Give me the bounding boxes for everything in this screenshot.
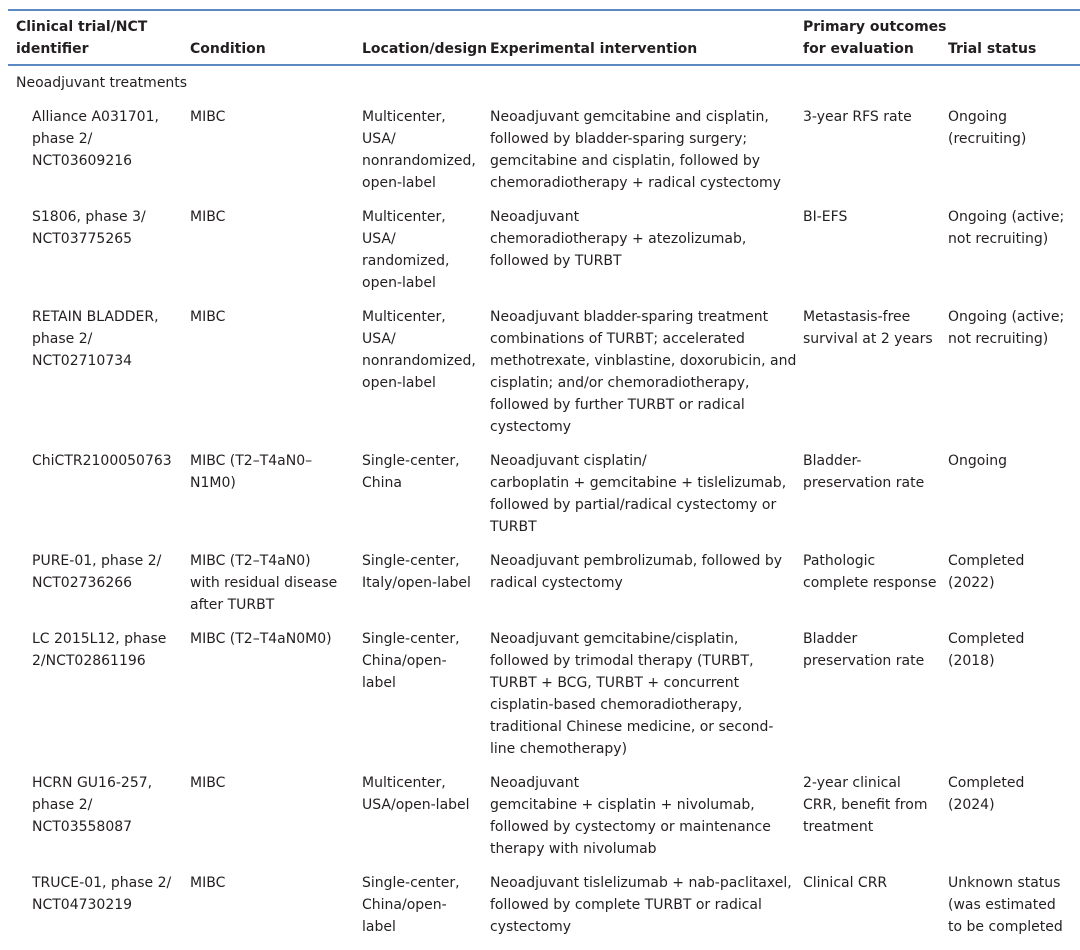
table-row: TRUCE-01, phase 2/ NCT04730219 MIBC Single… [0,872,1080,950]
cell-condition: MIBC (T2–T4aN0– N1M0) [190,453,313,491]
table-row: HCRN GU16-257, phase 2/ NCT03558087 MIBC M… [0,772,1080,872]
cell-trial-id: S1806, phase 3/ NCT03775265 [32,209,146,247]
cell-outcomes: Bladder preservation rate [803,631,925,669]
table-top-rule [8,9,1080,11]
cell-condition: MIBC [190,775,226,791]
cell-intervention: Neoadjuvant chemoradiotherapy + atezoliz… [490,209,747,269]
cell-trial-id: ChiCTR2100050763 [32,453,172,469]
cell-trial-id: LC 2015L12, phase 2/NCT02861196 [32,631,167,669]
cell-outcomes: Metastasis-free survival at 2 years [803,309,933,347]
cell-trial-id: HCRN GU16-257, phase 2/ NCT03558087 [32,775,153,835]
cell-intervention: Neoadjuvant bladder-sparing treatment co… [490,309,797,435]
cell-status: Completed (2024) [948,775,1025,813]
cell-intervention: Neoadjuvant tislelizumab + nab-paclitaxe… [490,875,792,935]
cell-intervention: Neoadjuvant gemcitabine and cisplatin, f… [490,109,781,191]
header-location: Location/design [362,41,488,57]
header-condition: Condition [190,41,266,57]
table-row: RETAIN BLADDER, phase 2/ NCT02710734 MIBC… [0,306,1080,450]
cell-condition: MIBC [190,875,226,891]
header-outcomes: Primary outcomes for evaluation [803,19,947,57]
cell-outcomes: BI-EFS [803,209,848,225]
table-body: Alliance A031701, phase 2/ NCT03609216 MI… [0,106,1080,950]
cell-location: Multicenter, USA/open-label [362,775,470,813]
table-row: ChiCTR2100050763 MIBC (T2–T4aN0– N1M0) Sin… [0,450,1080,550]
cell-trial-id: Alliance A031701, phase 2/ NCT03609216 [32,109,159,169]
cell-status: Ongoing [948,453,1007,469]
table-header: Clinical trial/NCT identifier Condition … [0,16,1080,60]
cell-status: Ongoing (active; not recruiting) [948,309,1065,347]
cell-condition: MIBC (T2–T4aN0M0) [190,631,332,647]
cell-location: Multicenter, USA/ nonrandomized, open-la… [362,309,476,391]
cell-outcomes: Clinical CRR [803,875,888,891]
header-bottom-rule [8,64,1080,66]
cell-location: Single-center, China [362,453,460,491]
header-intervention: Experimental intervention [490,41,698,57]
cell-location: Multicenter, USA/ randomized, open-label [362,209,450,291]
cell-status: Completed (2022) [948,553,1025,591]
cell-intervention: Neoadjuvant pembrolizumab, followed by r… [490,553,783,591]
cell-intervention: Neoadjuvant gemcitabine/cisplatin, follo… [490,631,774,757]
cell-trial-id: TRUCE-01, phase 2/ NCT04730219 [32,875,172,913]
cell-intervention: Neoadjuvant gemcitabine + cisplatin + ni… [490,775,771,857]
cell-outcomes: Pathologic complete response [803,553,937,591]
table-row: PURE-01, phase 2/ NCT02736266 MIBC (T2–T4… [0,550,1080,628]
cell-location: Single-center, China/open- label [362,875,460,935]
cell-condition: MIBC [190,109,226,125]
cell-condition: MIBC [190,209,226,225]
table-row: LC 2015L12, phase 2/NCT02861196 MIBC (T2–… [0,628,1080,772]
cell-location: Single-center, China/open- label [362,631,460,691]
cell-intervention: Neoadjuvant cisplatin/ carboplatin + gem… [490,453,787,535]
cell-condition: MIBC (T2–T4aN0) with residual disease af… [190,553,338,613]
cell-outcomes: 2-year clinical CRR, benefit from treatm… [803,775,928,835]
cell-trial-id: PURE-01, phase 2/ NCT02736266 [32,553,162,591]
cell-status: Unknown status (was estimated to be comp… [948,875,1063,935]
cell-condition: MIBC [190,309,226,325]
header-status: Trial status [948,41,1037,57]
table-row: Alliance A031701, phase 2/ NCT03609216 MI… [0,106,1080,206]
cell-location: Multicenter, USA/ nonrandomized, open-la… [362,109,476,191]
table-row: S1806, phase 3/ NCT03775265 MIBC Multicent… [0,206,1080,306]
cell-outcomes: 3-year RFS rate [803,109,912,125]
cell-outcomes: Bladder- preservation rate [803,453,925,491]
cell-status: Completed (2018) [948,631,1025,669]
cell-location: Single-center, Italy/open-label [362,553,471,591]
header-trial-id: Clinical trial/NCT identifier [16,19,148,57]
cell-trial-id: RETAIN BLADDER, phase 2/ NCT02710734 [32,309,159,369]
cell-status: Ongoing (recruiting) [948,109,1027,147]
section-heading: Neoadjuvant treatments [16,75,188,91]
cell-status: Ongoing (active; not recruiting) [948,209,1065,247]
